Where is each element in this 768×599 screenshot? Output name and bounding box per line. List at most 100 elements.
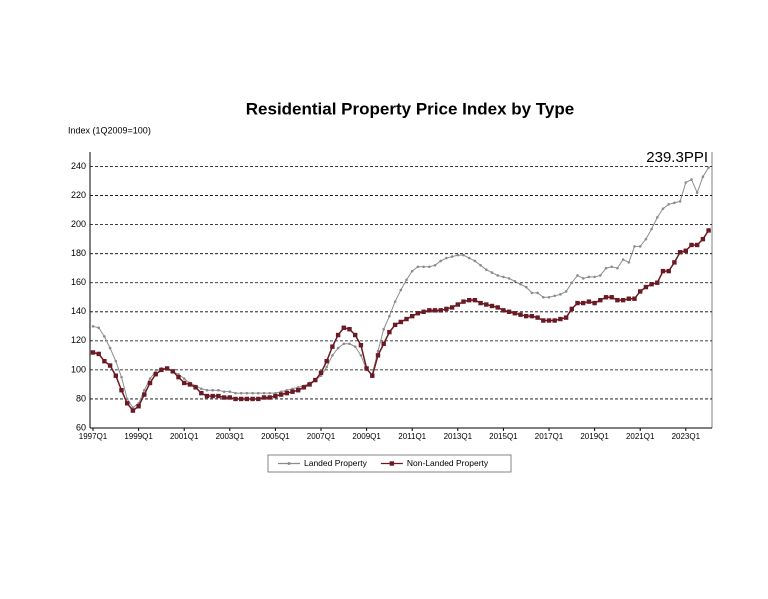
marker [291,387,294,391]
marker [250,396,255,402]
marker [603,295,609,300]
marker [519,282,522,286]
marker [581,277,585,280]
marker [341,325,346,330]
marker [125,401,130,406]
marker [284,390,289,396]
marker [335,332,341,338]
marker [143,388,146,392]
marker [438,308,443,313]
annotation: 239.3PPI [646,149,708,166]
marker [626,296,631,301]
marker [564,290,568,293]
x-tick-label: 2013Q1 [444,432,473,441]
marker [449,305,455,310]
marker [107,363,113,368]
marker [609,295,614,300]
marker [530,291,534,295]
marker [558,316,563,322]
marker [296,388,301,393]
marker [707,166,710,169]
marker [348,342,351,346]
x-tick-label: 2017Q1 [535,432,564,441]
marker [524,313,529,319]
marker [507,277,511,280]
marker [324,358,329,364]
marker [604,266,608,270]
marker [257,391,260,395]
marker [512,311,517,316]
marker [375,353,381,358]
legend-marker [389,461,395,466]
y-axis-label: Index (1Q2009=100) [68,125,151,135]
marker [683,248,688,253]
marker [478,300,483,306]
y-tick-label: 240 [71,161,86,171]
marker [347,327,352,332]
marker [313,377,318,383]
marker [136,404,141,409]
marker [656,216,659,219]
marker [262,391,266,395]
marker [342,342,346,346]
y-tick-label: 60 [76,422,86,432]
x-tick-label: 2001Q1 [170,432,199,441]
marker [331,354,334,357]
marker [278,392,284,397]
x-tick-label: 2009Q1 [352,432,381,441]
chart-title: Residential Property Price Index by Type [246,99,574,118]
marker [620,297,626,303]
marker [506,309,512,314]
marker [690,178,693,181]
legend-marker [287,462,291,465]
marker [598,297,603,303]
marker [234,391,237,395]
marker [616,266,619,270]
marker [632,296,637,301]
marker [130,408,136,413]
marker [495,305,500,310]
marker [473,259,477,263]
marker [689,242,694,248]
marker [96,351,101,357]
marker [461,299,466,304]
x-tick-label: 2005Q1 [261,432,290,441]
marker [502,275,505,279]
marker [205,388,209,392]
marker [450,255,454,258]
marker [176,374,181,380]
marker [319,374,323,378]
marker [501,308,506,313]
marker [535,315,540,320]
marker [285,388,289,392]
marker [336,346,340,350]
marker [267,395,272,400]
marker [227,395,232,400]
marker [148,377,152,380]
marker [444,306,449,312]
marker [154,370,157,373]
marker [643,284,649,290]
y-tick-label: 100 [71,364,86,374]
marker [432,308,438,313]
marker [563,315,569,320]
marker [251,391,254,395]
x-tick-label: 2003Q1 [216,432,245,441]
marker [210,393,215,399]
marker [268,391,272,395]
marker [650,227,653,231]
marker [559,293,562,296]
marker [672,260,677,265]
marker [125,397,129,401]
marker [330,344,335,349]
marker [706,228,711,233]
marker [119,388,124,393]
marker [570,281,574,285]
marker [655,280,660,285]
marker [677,250,683,255]
marker [649,281,654,287]
x-tick-label: 1999Q1 [124,432,153,441]
marker [359,354,363,357]
marker [221,395,227,400]
